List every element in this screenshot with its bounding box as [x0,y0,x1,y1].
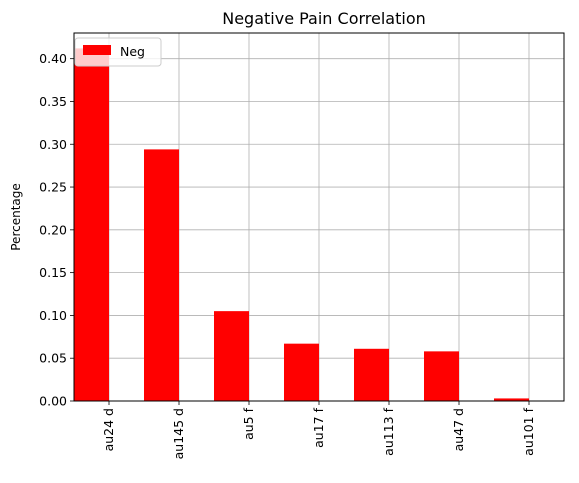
bar [74,48,109,401]
y-tick-label: 0.15 [39,265,67,280]
bars [74,48,529,401]
bar [354,348,389,401]
legend-swatch [83,45,111,55]
bar [424,351,459,401]
x-tick-label: au24 d [101,408,116,451]
x-ticks: au24 d au145 d au5 f au17 f au113 f au47 d au1… [101,401,536,459]
y-tick-label: 0.05 [39,351,67,366]
chart-title: Negative Pain Correlation [222,9,426,28]
bar [144,149,179,401]
x-tick-label: au145 d [171,408,186,459]
legend: Neg [74,37,162,67]
x-tick-label: au101 f [521,407,536,455]
y-axis-label: Percentage [9,183,23,251]
y-ticks: 0.00 0.05 0.10 0.15 0.20 0.25 0.30 0.35 0.40 [39,51,74,409]
y-tick-label: 0.10 [39,308,67,323]
y-tick-label: 0.25 [39,180,67,195]
legend-label: Neg [120,44,145,59]
y-tick-label: 0.35 [39,94,67,109]
x-tick-label: au17 f [311,407,326,447]
bar [494,398,529,401]
y-tick-label: 0.30 [39,137,67,152]
x-tick-label: au47 d [451,408,466,451]
x-tick-label: au113 f [381,407,396,455]
bar [214,311,249,401]
y-tick-label: 0.20 [39,222,67,237]
x-tick-label: au5 f [241,407,256,440]
y-tick-label: 0.40 [39,51,67,66]
y-tick-label: 0.00 [39,394,67,409]
bar [284,343,319,401]
